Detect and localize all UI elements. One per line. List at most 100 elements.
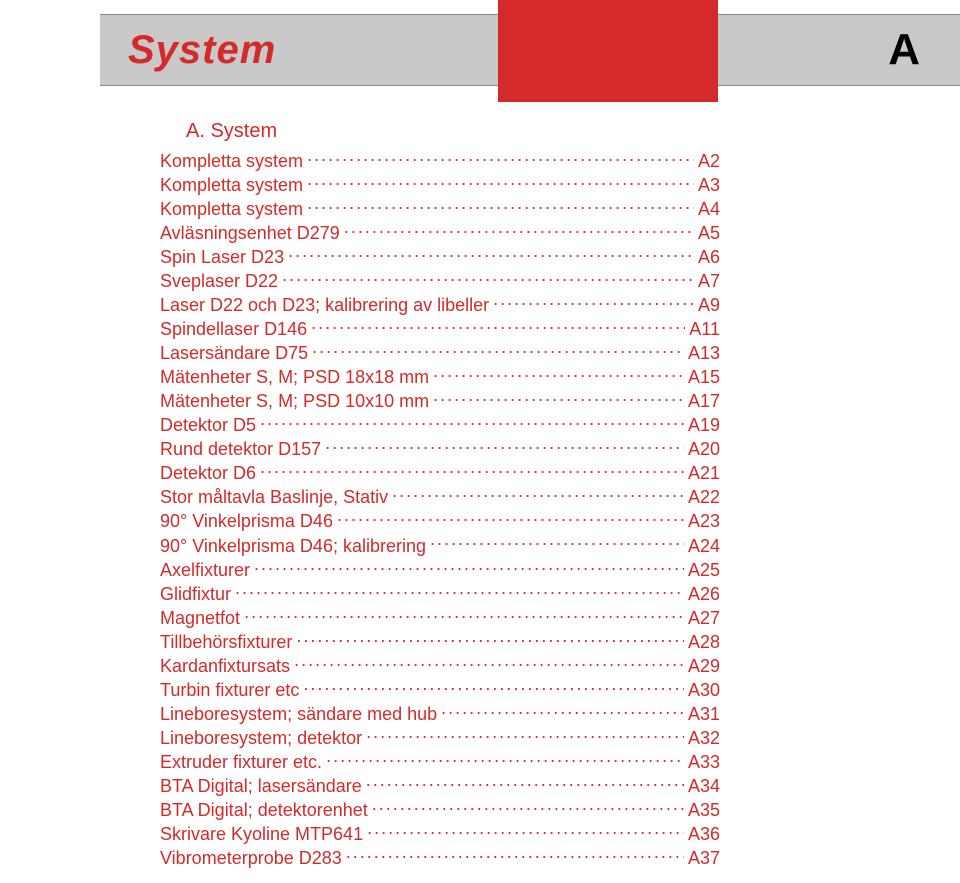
header-title: System [128,28,276,73]
toc-label: Axelfixturer [160,559,250,582]
toc-label: Detektor D5 [160,414,256,437]
toc-row: Skrivare Kyoline MTP641A36 [160,822,720,846]
toc-row: Mätenheter S, M; PSD 18x18 mm A15 [160,365,720,389]
toc-page: A15 [688,366,720,389]
toc-row: Detektor D6A21 [160,461,720,485]
toc-row: Turbin fixturer etc A30 [160,678,720,702]
toc-leader-dots [254,558,684,576]
toc-row: Spin Laser D23A6 [160,245,720,269]
toc-leader-dots [260,461,684,479]
page: System A A. System Kompletta systemA2Kom… [0,0,960,883]
toc-page: A31 [688,703,720,726]
toc-leader-dots [282,269,694,287]
toc-row: Axelfixturer A25 [160,558,720,582]
toc-label: Extruder fixturer etc. [160,751,322,774]
toc-row: 90° Vinkelprisma D46A23 [160,509,720,533]
toc-leader-dots [326,750,684,768]
toc-leader-dots [430,534,684,552]
toc-leader-dots [235,582,684,600]
toc-leader-dots [307,149,694,167]
toc-row: Sveplaser D22 A7 [160,269,720,293]
toc-page: A22 [688,486,720,509]
toc-leader-dots [372,798,684,816]
toc-page: A4 [698,198,720,221]
toc-row: Lineboresystem; sändare med hub A31 [160,702,720,726]
toc-label: Mätenheter S, M; PSD 10x10 mm [160,390,429,413]
toc-label: Sveplaser D22 [160,270,278,293]
toc-row: 90° Vinkelprisma D46; kalibreringA24 [160,534,720,558]
toc-row: Tillbehörsfixturer A28 [160,630,720,654]
toc-page: A28 [688,631,720,654]
toc-page: A13 [688,342,720,365]
toc-row: Lineboresystem; detektor A32 [160,726,720,750]
toc-row: Laser D22 och D23; kalibrering av libell… [160,293,720,317]
toc-label: Lineboresystem; sändare med hub [160,703,437,726]
toc-page: A19 [688,414,720,437]
toc-leader-dots [260,413,684,431]
toc-page: A29 [688,655,720,678]
toc-label: Avläsningsenhet D279 [160,222,340,245]
toc-label: BTA Digital; lasersändare [160,775,362,798]
toc-page: A33 [688,751,720,774]
toc-leader-dots [244,606,684,624]
toc-leader-dots [303,678,684,696]
toc-row: Rund detektor D157 A20 [160,437,720,461]
toc-label: Turbin fixturer etc [160,679,299,702]
toc-label: Kompletta system [160,174,303,197]
toc-page: A30 [688,679,720,702]
toc-page: A17 [688,390,720,413]
toc-page: A3 [698,174,720,197]
toc-leader-dots [493,293,694,311]
toc-label: Rund detektor D157 [160,438,321,461]
toc-label: Tillbehörsfixturer [160,631,292,654]
toc-page: A37 [688,847,720,870]
toc-leader-dots [307,173,694,191]
toc-leader-dots [366,726,684,744]
toc-leader-dots [325,437,684,455]
toc-label: Glidfixtur [160,583,231,606]
toc-label: Kompletta system [160,198,303,221]
toc-row: Kompletta system A4 [160,197,720,221]
toc-label: BTA Digital; detektorenhet [160,799,368,822]
toc-label: Mätenheter S, M; PSD 18x18 mm [160,366,429,389]
toc-label: Stor måltavla Baslinje, Stativ [160,486,388,509]
toc-row: MagnetfotA27 [160,606,720,630]
toc-label: Detektor D6 [160,462,256,485]
toc-page: A36 [688,823,720,846]
toc-page: A25 [688,559,720,582]
toc-row: BTA Digital; lasersändare A34 [160,774,720,798]
toc-leader-dots [288,245,694,263]
toc-page: A35 [688,799,720,822]
header-section-letter: A [888,25,920,75]
toc-row: Mätenheter S, M; PSD 10x10 mm A17 [160,389,720,413]
toc-label: Spin Laser D23 [160,246,284,269]
toc-label: Lineboresystem; detektor [160,727,362,750]
toc-leader-dots [441,702,684,720]
toc-row: Stor måltavla Baslinje, Stativ A22 [160,485,720,509]
toc-leader-dots [307,197,694,215]
toc-row: KardanfixtursatsA29 [160,654,720,678]
toc-row: Vibrometerprobe D283 A37 [160,846,720,870]
toc-page: A5 [698,222,720,245]
toc-leader-dots [312,341,684,359]
toc-page: A11 [689,318,720,341]
toc-page: A32 [688,727,720,750]
toc-leader-dots [311,317,685,335]
toc-page: A20 [688,438,720,461]
toc-label: Vibrometerprobe D283 [160,847,342,870]
toc-leader-dots [294,654,684,672]
toc-leader-dots [433,389,684,407]
toc-row: Extruder fixturer etc. A33 [160,750,720,774]
toc-leader-dots [367,822,684,840]
toc-row: Lasersändare D75A13 [160,341,720,365]
toc-row: Spindellaser D146 A11 [160,317,720,341]
toc-page: A7 [698,270,720,293]
toc-leader-dots [392,485,684,503]
toc-page: A34 [688,775,720,798]
toc-label: Spindellaser D146 [160,318,307,341]
toc-row: Glidfixtur A26 [160,582,720,606]
toc-leader-dots [366,774,684,792]
toc-page: A26 [688,583,720,606]
toc-leader-dots [296,630,684,648]
section-tab [498,0,718,102]
